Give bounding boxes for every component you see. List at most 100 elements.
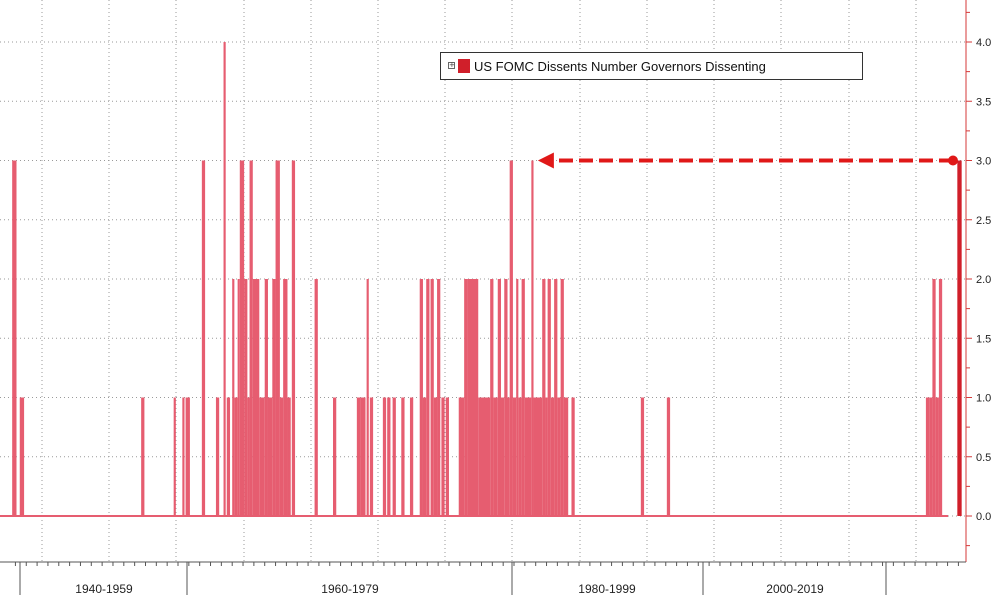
y-axis: 0.0 0.5 1.0 1.5 2.0 2.5 3.0 3.5 4.0 [965, 0, 991, 562]
bar [490, 279, 494, 516]
bar [458, 397, 465, 516]
bar [173, 397, 176, 516]
bar [563, 397, 569, 516]
bar [387, 397, 391, 516]
bar [445, 397, 449, 516]
bar [360, 397, 366, 516]
bar [938, 279, 943, 516]
x-period-label: 1940-1959 [75, 582, 133, 595]
bar [223, 42, 226, 516]
bar [437, 279, 441, 516]
bar [283, 279, 288, 516]
y-tick-label: 1.5 [976, 333, 991, 345]
bar [521, 279, 525, 516]
x-period-label: 1960-1979 [321, 582, 379, 595]
bar [19, 397, 25, 516]
bar [226, 397, 231, 516]
bar [182, 397, 185, 516]
bar [467, 279, 479, 516]
bar [516, 279, 519, 516]
bar [366, 279, 369, 516]
bar [275, 160, 280, 516]
bar [12, 160, 17, 516]
bar [422, 397, 427, 516]
x-period-label: 1980-1999 [578, 582, 636, 595]
bar [493, 397, 498, 516]
bar [426, 279, 430, 516]
bar [369, 397, 374, 516]
bar [382, 397, 387, 516]
bar [571, 397, 575, 516]
bar [925, 397, 930, 516]
bar [512, 397, 517, 516]
legend-label: US FOMC Dissents Number Governors Dissen… [474, 59, 766, 74]
bar [932, 279, 936, 516]
bar [356, 397, 361, 516]
legend: + US FOMC Dissents Number Governors Diss… [440, 52, 863, 80]
bar [419, 279, 423, 516]
bar [267, 397, 273, 516]
bar [547, 279, 551, 516]
bar [550, 397, 555, 516]
bar [545, 397, 548, 516]
legend-swatch [458, 59, 470, 73]
bar [401, 397, 405, 516]
bar [215, 397, 220, 516]
bar [232, 279, 235, 516]
bar [141, 397, 145, 516]
y-tick-label: 2.0 [976, 274, 991, 286]
bar [666, 397, 671, 516]
bar [291, 160, 296, 516]
bar [234, 397, 238, 516]
x-axis: 1940-1959 1960-1979 1980-1999 2000-2019 [0, 561, 966, 595]
bar [279, 397, 284, 516]
bar [531, 160, 534, 516]
y-tick-label: 3.5 [976, 96, 991, 108]
bar [287, 397, 291, 516]
annotation-arrowhead [537, 152, 554, 169]
y-tick-label: 0.0 [976, 511, 991, 523]
y-tick-label: 1.0 [976, 393, 991, 405]
bar [392, 397, 396, 516]
bar [239, 160, 245, 516]
bar [409, 397, 414, 516]
bar [504, 279, 508, 516]
bar [272, 279, 276, 516]
x-period-label: 2000-2019 [766, 582, 824, 595]
bar [237, 279, 240, 516]
bar [929, 397, 933, 516]
bar [249, 160, 253, 516]
bar [509, 160, 513, 516]
bar [441, 397, 445, 516]
bar [247, 397, 250, 516]
expand-icon[interactable]: + [448, 61, 455, 69]
bar [542, 279, 546, 516]
y-tick-label: 3.0 [976, 156, 991, 168]
latest-bar [957, 160, 962, 516]
bar [252, 279, 260, 516]
bar [185, 397, 190, 516]
y-tick-label: 2.5 [976, 215, 991, 227]
bar [464, 279, 468, 516]
bars [0, 42, 962, 517]
bar [507, 397, 510, 516]
bar [333, 397, 337, 516]
bar [518, 397, 522, 516]
bar [201, 160, 206, 516]
bar [560, 279, 564, 516]
bar [533, 397, 543, 516]
bar [557, 397, 561, 516]
annotation-arrow [537, 152, 958, 169]
bar [259, 397, 265, 516]
bar [554, 279, 558, 516]
bar [935, 397, 939, 516]
y-tick-label: 4.0 [976, 37, 991, 49]
bar [244, 279, 248, 516]
bar [640, 397, 645, 516]
bar [478, 397, 491, 516]
bar [497, 279, 502, 516]
bar [501, 397, 505, 516]
bar [264, 279, 268, 516]
bar [430, 279, 434, 516]
